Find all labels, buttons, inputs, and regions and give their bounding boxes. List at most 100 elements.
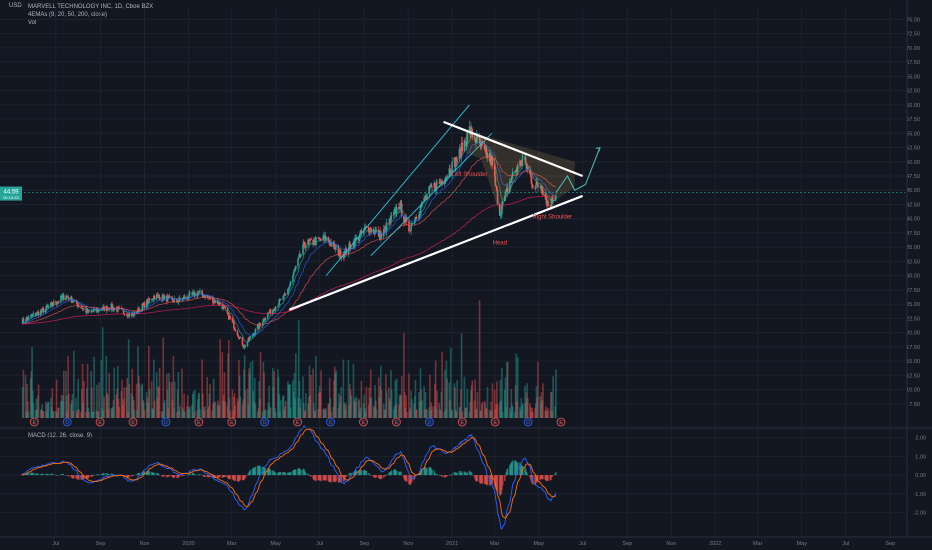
volume-bar [125, 387, 128, 418]
candle-body [358, 237, 361, 241]
volume-bar [229, 411, 232, 418]
candle-body [315, 237, 317, 246]
volume-bar [440, 392, 443, 418]
volume-bar [264, 410, 266, 418]
volume-bar [219, 339, 221, 418]
candle-body [233, 322, 235, 329]
volume-bar [77, 378, 80, 418]
volume-bar [416, 409, 418, 418]
volume-bar [421, 400, 423, 418]
macd-histogram-bar [450, 475, 453, 476]
volume-bar [266, 409, 269, 418]
volume-bar [357, 398, 360, 418]
x-tick-label: 2022 [709, 541, 721, 547]
volume-bar [247, 405, 250, 418]
macd-histogram-bar [37, 474, 40, 476]
price-badge-value: 44.59 [3, 190, 19, 196]
volume-bar [83, 380, 85, 418]
projection-path [555, 147, 601, 193]
volume-bar [503, 389, 506, 418]
event-marker-label: D [65, 420, 69, 426]
volume-bar [374, 385, 376, 418]
volume-bar [424, 409, 426, 418]
volume-bar [367, 404, 370, 418]
macd-histogram-bar [466, 472, 469, 476]
macd-histogram-bar [365, 471, 368, 476]
macd-histogram-bar [421, 468, 423, 476]
volume-bar [108, 372, 110, 418]
candle-body [141, 303, 144, 311]
volume-bar [102, 410, 105, 418]
candle-body [300, 254, 302, 257]
macd-histogram-bar [471, 475, 474, 476]
volume-bar [313, 403, 315, 418]
volume-bar [140, 385, 143, 418]
candle-body [454, 156, 457, 168]
event-marker-label: E [197, 420, 201, 426]
candle-body [307, 239, 309, 246]
volume-bar [197, 399, 199, 418]
macd-histogram-bar [274, 472, 277, 476]
macd-histogram-bar [550, 475, 552, 481]
volume-bar [546, 411, 549, 418]
y-tick-label: 12.50 [906, 373, 920, 379]
candle-body [470, 127, 472, 136]
candle-body [284, 293, 286, 295]
volume-bar [405, 411, 408, 418]
channel-line [325, 104, 470, 276]
candle-body [243, 345, 246, 349]
volume-bar [530, 411, 533, 418]
volume-bar [394, 380, 397, 418]
volume-bar [284, 406, 286, 418]
candle-body [434, 183, 436, 190]
volume-bar [445, 360, 448, 418]
volume-bar [468, 411, 471, 418]
volume-bar [333, 380, 335, 418]
candle-body [32, 314, 34, 316]
volume-bar [500, 400, 502, 418]
event-marker-label: E [33, 420, 37, 426]
macd-histogram-bar [52, 474, 55, 476]
candle-body [46, 305, 49, 307]
x-tick-label: Mar [490, 541, 500, 547]
candle-body [293, 270, 296, 273]
macd-histogram-bar [315, 475, 317, 481]
volume-bar [332, 406, 335, 418]
volume-bar [189, 406, 191, 418]
volume-bar [237, 401, 239, 418]
candle-body [534, 185, 537, 190]
volume-bar [45, 411, 48, 418]
volume-bar [464, 408, 466, 418]
volume-bar [31, 346, 33, 418]
volume-bar [532, 411, 534, 418]
macd-histogram-bar [325, 475, 327, 481]
volume-bar [138, 383, 141, 418]
candle-body [536, 182, 539, 185]
candle-body [214, 300, 216, 304]
volume-bar [368, 387, 371, 418]
volume-bar [92, 411, 95, 418]
event-marker [227, 417, 237, 427]
volume-bar [328, 403, 330, 418]
volume-bar [304, 410, 306, 418]
volume-bar [554, 406, 557, 418]
candle-body [418, 214, 420, 219]
candle-body [209, 296, 211, 300]
volume-bar [148, 388, 151, 418]
volume-bar [420, 389, 422, 418]
macd-histogram-bar [108, 474, 110, 476]
macd-histogram-bar [395, 470, 398, 476]
candle-body [525, 163, 528, 169]
event-marker [391, 417, 401, 427]
event-marker [490, 417, 500, 427]
volume-bar [353, 400, 355, 418]
volume-bar [338, 403, 341, 418]
volume-bar [176, 389, 179, 418]
volume-bar [277, 376, 280, 418]
volume-bar [188, 407, 190, 418]
volume-bar [231, 389, 234, 418]
volume-bar [127, 411, 129, 418]
volume-bar [520, 397, 523, 418]
